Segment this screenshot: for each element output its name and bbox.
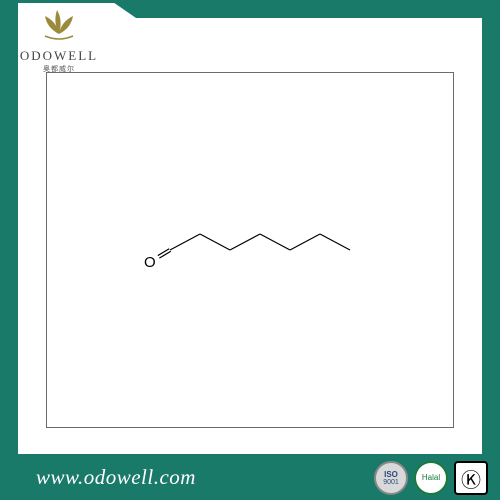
oxygen-atom-label: O: [144, 254, 156, 271]
website-url[interactable]: www.odowell.com: [36, 465, 196, 490]
iso-badge: ISO9001: [374, 461, 408, 495]
content-panel: O: [46, 72, 454, 428]
brand-name: ODOWELL: [14, 48, 104, 64]
brand-logo: ODOWELL 奥都威尔: [14, 6, 104, 74]
chemical-structure: O: [110, 210, 390, 290]
leaf-icon: [39, 6, 79, 42]
halal-badge: Halal: [414, 461, 448, 495]
footer-bar: www.odowell.com ISO9001HalalⓀ: [0, 454, 500, 500]
certification-badges: ISO9001HalalⓀ: [374, 461, 488, 495]
kosher-badge: Ⓚ: [454, 461, 488, 495]
